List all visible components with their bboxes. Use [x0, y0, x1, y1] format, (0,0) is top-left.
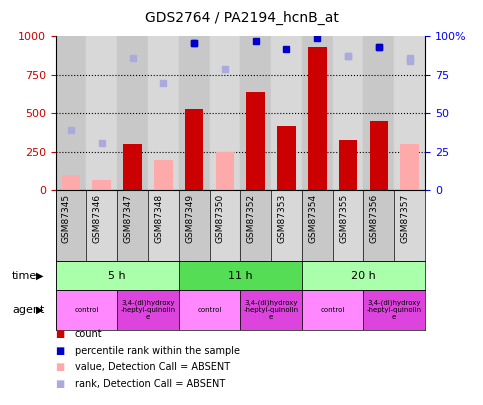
Bar: [179, 36, 210, 190]
Bar: [210, 190, 240, 261]
Bar: [302, 36, 333, 190]
Text: time: time: [12, 271, 37, 281]
Text: 11 h: 11 h: [228, 271, 253, 281]
Bar: [179, 290, 240, 330]
Text: GSM87350: GSM87350: [216, 194, 225, 243]
Text: control: control: [198, 307, 222, 313]
Bar: [154, 160, 172, 190]
Bar: [302, 290, 364, 330]
Bar: [333, 190, 364, 261]
Bar: [400, 144, 419, 190]
Bar: [179, 261, 302, 290]
Bar: [56, 261, 179, 290]
Bar: [333, 36, 364, 190]
Text: GSM87354: GSM87354: [308, 194, 317, 243]
Bar: [179, 190, 210, 261]
Text: 3,4-(di)hydroxy
-heptyl-quinolin
e: 3,4-(di)hydroxy -heptyl-quinolin e: [243, 300, 298, 320]
Text: rank, Detection Call = ABSENT: rank, Detection Call = ABSENT: [75, 379, 225, 389]
Text: GSM87349: GSM87349: [185, 194, 194, 243]
Bar: [56, 190, 86, 261]
Bar: [240, 36, 271, 190]
Bar: [364, 36, 394, 190]
Bar: [148, 36, 179, 190]
Bar: [240, 190, 271, 261]
Text: ■: ■: [56, 362, 65, 373]
Text: ■: ■: [56, 346, 65, 356]
Bar: [394, 190, 425, 261]
Text: value, Detection Call = ABSENT: value, Detection Call = ABSENT: [75, 362, 230, 373]
Text: GSM87352: GSM87352: [247, 194, 256, 243]
Bar: [56, 36, 86, 190]
Text: GSM87346: GSM87346: [93, 194, 102, 243]
Bar: [302, 190, 333, 261]
Bar: [364, 290, 425, 330]
Bar: [246, 92, 265, 190]
Bar: [394, 36, 425, 190]
Bar: [308, 47, 327, 190]
Bar: [241, 290, 302, 330]
Bar: [210, 36, 240, 190]
Text: GSM87353: GSM87353: [277, 194, 286, 243]
Text: 3,4-(di)hydroxy
-heptyl-quinolin
e: 3,4-(di)hydroxy -heptyl-quinolin e: [120, 300, 175, 320]
Bar: [271, 190, 302, 261]
Bar: [277, 126, 296, 190]
Text: ▶: ▶: [36, 305, 44, 315]
Bar: [215, 152, 234, 190]
Text: count: count: [75, 329, 102, 339]
Text: agent: agent: [12, 305, 44, 315]
Text: ■: ■: [56, 329, 65, 339]
Bar: [117, 36, 148, 190]
Text: ▶: ▶: [36, 271, 44, 281]
Text: GSM87355: GSM87355: [339, 194, 348, 243]
Bar: [302, 261, 425, 290]
Text: control: control: [74, 307, 99, 313]
Bar: [364, 190, 394, 261]
Bar: [117, 190, 148, 261]
Text: GSM87348: GSM87348: [154, 194, 163, 243]
Bar: [339, 140, 357, 190]
Bar: [92, 180, 111, 190]
Text: control: control: [321, 307, 345, 313]
Bar: [117, 290, 179, 330]
Bar: [123, 144, 142, 190]
Text: GSM87345: GSM87345: [62, 194, 71, 243]
Text: percentile rank within the sample: percentile rank within the sample: [75, 346, 240, 356]
Text: GSM87347: GSM87347: [124, 194, 132, 243]
Text: 20 h: 20 h: [351, 271, 376, 281]
Text: 3,4-(di)hydroxy
-heptyl-quinolin
e: 3,4-(di)hydroxy -heptyl-quinolin e: [367, 300, 422, 320]
Bar: [62, 175, 80, 190]
Text: GSM87357: GSM87357: [400, 194, 410, 243]
Text: 5 h: 5 h: [108, 271, 126, 281]
Bar: [56, 290, 117, 330]
Bar: [86, 36, 117, 190]
Text: GSM87356: GSM87356: [370, 194, 379, 243]
Bar: [185, 109, 203, 190]
Bar: [148, 190, 179, 261]
Bar: [271, 36, 302, 190]
Text: ■: ■: [56, 379, 65, 389]
Bar: [369, 121, 388, 190]
Text: GDS2764 / PA2194_hcnB_at: GDS2764 / PA2194_hcnB_at: [144, 11, 339, 25]
Bar: [86, 190, 117, 261]
